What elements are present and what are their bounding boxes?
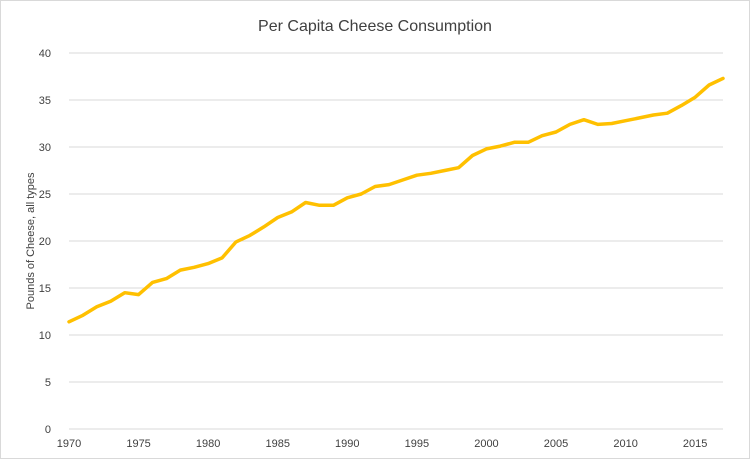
y-tick-label: 40 [39, 48, 51, 60]
y-tick-label: 5 [45, 377, 51, 389]
chart-title: Per Capita Cheese Consumption [258, 18, 492, 35]
y-tick-label: 15 [39, 283, 51, 295]
x-tick-label: 1995 [405, 438, 429, 450]
x-axis-ticks: 1970 1975 1980 1985 1990 1995 2000 2005 2010 2015 [57, 438, 708, 450]
x-tick-label: 1990 [335, 438, 359, 450]
x-tick-label: 1980 [196, 438, 220, 450]
gridlines [69, 52, 723, 430]
y-tick-label: 20 [39, 236, 51, 248]
y-tick-label: 0 [45, 424, 51, 436]
y-tick-label: 35 [39, 95, 51, 107]
y-axis-ticks: 0 5 10 15 20 25 30 35 40 [39, 48, 51, 436]
x-tick-label: 1970 [57, 438, 81, 450]
x-tick-label: 2000 [474, 438, 498, 450]
x-tick-label: 1975 [126, 438, 150, 450]
y-axis-label: Pounds of Cheese, all types [25, 172, 37, 309]
series-line-0 [67, 76, 725, 324]
y-tick-label: 30 [39, 142, 51, 154]
x-tick-label: 2015 [683, 438, 707, 450]
series-group [67, 76, 725, 324]
x-tick-label: 2010 [613, 438, 637, 450]
x-tick-label: 1985 [265, 438, 289, 450]
y-tick-label: 25 [39, 189, 51, 201]
y-tick-label: 10 [39, 330, 51, 342]
x-tick-label: 2005 [544, 438, 568, 450]
